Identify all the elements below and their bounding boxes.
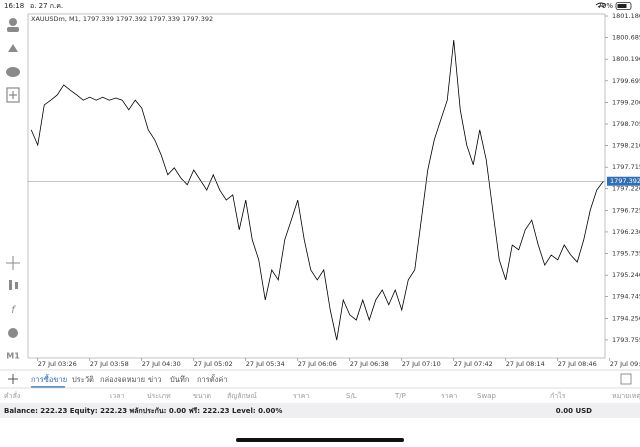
column-header: หมายเหตุ xyxy=(612,392,640,400)
x-tick-label: 27 Jul 05:34 xyxy=(246,360,285,368)
x-tick-label: 27 Jul 09:18 xyxy=(610,360,640,368)
x-tick-label: 27 Jul 08:14 xyxy=(506,360,545,368)
objects-icon[interactable] xyxy=(8,328,18,338)
tab[interactable]: ประวัติ xyxy=(72,375,94,384)
add-icon[interactable] xyxy=(8,374,18,384)
column-header: Swap xyxy=(477,392,496,400)
balance-summary: Balance: 222.23 Equity: 222.23 พลักประกั… xyxy=(4,407,282,415)
y-tick-label: 1795.735 xyxy=(612,250,640,258)
tab[interactable]: กล่องจดหมาย xyxy=(100,375,145,384)
x-tick-label: 27 Jul 05:02 xyxy=(194,360,233,368)
indicator-icon-2 xyxy=(15,282,18,289)
y-tick-label: 1800.685 xyxy=(612,34,640,42)
x-tick-label: 27 Jul 06:06 xyxy=(298,360,337,368)
column-header: กำไร xyxy=(550,391,566,400)
status-date: อ. 27 ก.ค. xyxy=(30,2,63,10)
y-tick-label: 1801.180 xyxy=(612,12,640,20)
y-tick-label: 1796.725 xyxy=(612,206,640,214)
y-tick-label: 1795.240 xyxy=(612,271,640,279)
x-tick-label: 27 Jul 08:46 xyxy=(558,360,597,368)
column-header: ประเภท xyxy=(147,392,171,400)
timeframe[interactable]: M1 xyxy=(6,352,20,361)
tab[interactable]: การตั้งค่า xyxy=(197,374,228,384)
x-tick-label: 27 Jul 06:38 xyxy=(350,360,389,368)
status-time: 16:18 xyxy=(4,2,24,10)
new-order-icon[interactable] xyxy=(6,87,20,103)
indicator-icon[interactable] xyxy=(9,280,12,290)
table-header: คำสั่ง เวลา ประเภท ขนาด สัญลักษณ์ ราคา S/L T/P ร… xyxy=(4,391,640,400)
current-price-label: 1797.392 xyxy=(610,177,640,185)
toolbar: f M1 xyxy=(6,18,20,361)
battery-icon xyxy=(615,2,632,10)
column-header: เวลา xyxy=(110,392,125,400)
status-battery: 79% xyxy=(597,2,613,10)
balance-profit: 0.00 USD xyxy=(556,407,592,415)
crosshair-icon[interactable] xyxy=(6,256,20,270)
chart-title: XAUUSDm, M1, 1797.339 1797.392 1797.339 … xyxy=(31,15,213,23)
y-tick-label: 1797.220 xyxy=(612,185,640,193)
y-tick-label: 1794.745 xyxy=(612,293,640,301)
column-header: T/P xyxy=(394,392,406,400)
x-tick-label: 27 Jul 03:58 xyxy=(90,360,129,368)
y-tick-label: 1798.210 xyxy=(612,142,640,150)
tab-bar: การซื้อขาย ประวัติ กล่องจดหมาย ข่าว บันทึก กา… xyxy=(31,374,228,388)
account-icon-body xyxy=(7,27,19,32)
x-tick-label: 27 Jul 07:42 xyxy=(454,360,493,368)
tab[interactable]: การซื้อขาย xyxy=(31,374,67,384)
y-tick-label: 1794.250 xyxy=(612,314,640,322)
column-header: ราคา xyxy=(441,392,457,400)
y-tick-label: 1793.755 xyxy=(612,336,640,344)
chat-icon[interactable] xyxy=(6,67,20,77)
tab[interactable]: ข่าว xyxy=(148,375,162,384)
trade-icon[interactable] xyxy=(8,44,18,52)
home-indicator xyxy=(236,438,404,442)
layout-icon[interactable] xyxy=(620,373,632,385)
balance-row xyxy=(0,403,640,418)
x-tick-label: 27 Jul 07:10 xyxy=(402,360,441,368)
wifi-icon xyxy=(595,2,607,8)
column-header: คำสั่ง xyxy=(4,391,20,400)
y-tick-label: 1796.230 xyxy=(612,228,640,236)
y-tick-label: 1799.200 xyxy=(612,98,640,106)
new-order-plus xyxy=(9,91,17,99)
price-line xyxy=(30,39,604,341)
x-tick-label: 27 Jul 04:30 xyxy=(142,360,181,368)
tab[interactable]: บันทึก xyxy=(170,375,189,384)
battery-level xyxy=(617,4,627,8)
y-tick-label: 1800.190 xyxy=(612,55,640,63)
y-tick-label: 1799.695 xyxy=(612,77,640,85)
column-header: ราคา xyxy=(293,392,309,400)
column-header: S/L xyxy=(346,392,357,400)
column-header: สัญลักษณ์ xyxy=(227,392,257,400)
chart-frame xyxy=(27,13,606,359)
y-tick-label: 1797.715 xyxy=(612,163,640,171)
current-price-box xyxy=(607,176,640,186)
account-icon[interactable] xyxy=(9,18,17,26)
y-tick-label: 1798.705 xyxy=(612,120,640,128)
plot xyxy=(30,39,604,341)
function-icon[interactable]: f xyxy=(11,305,16,316)
column-header: ขนาด xyxy=(193,392,211,400)
x-tick-label: 27 Jul 03:26 xyxy=(38,360,77,368)
